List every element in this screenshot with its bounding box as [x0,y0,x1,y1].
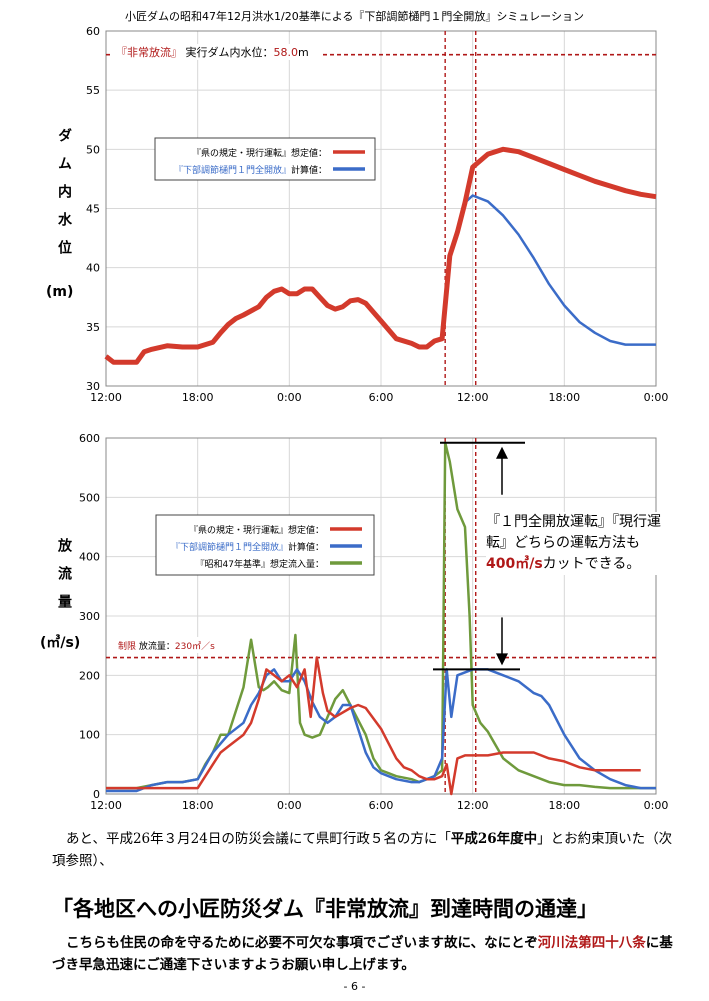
reference-label-unit: m [298,46,309,59]
cut-annotation-text-b: カットできる。 [542,556,641,572]
paragraph-1-a: あと、平成26年３月24日の防災会議にて県町行政５名の方に「 [66,831,451,847]
page-number: - 6 - [343,980,366,993]
legend-entry-suffix: 計算値： [291,164,327,176]
reference-label-bracket: 制限 [118,640,136,652]
plot-frame [105,30,657,387]
paragraph-2-b: に基づき早急迅速にご通達下さいますようお願い申し上げます。 [52,935,673,973]
x-tick-label: 0:00 [644,391,669,404]
cut-annotation-value: 400㎥/s [486,556,543,572]
legend-entry-label: 『県の規定・現行運転』想定値： [189,524,324,536]
x-tick-label: 18:00 [548,799,580,812]
series-line-2 [106,668,656,793]
legend-entry-name: 『下部調節樋門１門全開放』 [174,164,291,176]
annotation-arrow-up-head [496,446,508,459]
reference-label-bg [115,637,235,653]
legend-entry-suffix: 想定流入量： [270,558,324,570]
discharge-axis-label: 放流量 [56,538,72,622]
y-tick-label: 55 [86,84,100,97]
x-tick-label: 0:00 [277,391,302,404]
y-tick-label: 100 [79,729,100,742]
paragraph-2-a: こちらも住民の命を守るために必要不可欠な事項でございます故に、なにとぞ [66,935,538,951]
legend-entry-suffix: 計算値： [288,541,324,553]
legend-entry-suffix: 想定値： [288,524,324,536]
reference-label: 『非常放流』 実行ダム内水位：58.0m [116,45,309,59]
x-tick-label: 18:00 [182,391,214,404]
x-tick-label: 12:00 [90,799,122,812]
y-tick-label: 30 [86,380,100,393]
y-tick-label: 400 [79,551,100,564]
series-line-3 [106,441,656,790]
y-tick-label: 50 [86,143,100,156]
x-tick-label: 12:00 [457,799,489,812]
water-level-axis-label: ダム内水位 [56,128,72,268]
legend-entry-name: 『下部調節樋門１門全開放』 [171,541,288,553]
discharge-axis-unit: (㎥/s) [40,635,81,651]
legend-entry-name: 『県の規定・現行運転』 [189,524,288,536]
water-level-chart: 30 35 40 45 50 55 60 12:00 18:00 0:00 6:00 12:00 18:… [86,25,669,404]
reference-label-value: 230㎥／s [175,641,215,652]
y-tick-label: 0 [93,788,100,801]
x-tick-label: 0:00 [277,799,302,812]
paragraph-2-red: 河川法第四十八条 [537,935,646,951]
series-line-1 [104,146,657,365]
paragraph-2: こちらも住民の命を守るために必要不可欠な事項でございます故に、なにとぞ河川法第四… [52,932,682,976]
cut-annotation-text-a: どちらの運転方法も [514,535,640,551]
x-tick-label: 6:00 [369,799,394,812]
figure-title: 小匠ダムの昭和47年12月洪水1/20基準による『下部調節樋門１門全開放』シミュ… [125,10,584,23]
legend-entry-label: 『昭和47年基準』想定流入量： [196,558,324,570]
paragraph-1: あと、平成26年３月24日の防災会議にて県町行政５名の方に「平成26年度中」とお… [52,828,682,872]
reference-label-value: 58.0 [274,46,299,59]
legend-entry-label: 『県の規定・現行運転』想定値： [192,147,327,159]
legend-entry-label: 『下部調節樋門１門全開放』計算値： [171,541,324,553]
y-tick-label: 45 [86,203,100,216]
legend-entry-name: 『昭和47年基準』 [196,558,270,570]
cut-annotation: 『１門全開放運転』『現行運転』どちらの運転方法も 400㎥/sカットできる。 [486,512,661,575]
series-line-1 [106,656,641,796]
paragraph-1-bold: 平成26年度中 [450,831,538,847]
legend-box [154,137,376,181]
reference-label-text: 放流量： [136,640,175,652]
water-level-axis-unit: (m) [46,284,74,300]
section-heading: 「各地区への小匠防災ダム『非常放流』到達時間の通達」 [52,896,598,921]
legend-entry-suffix: 想定値： [291,147,327,159]
reference-label-bg [113,44,323,60]
plot-frame [105,437,657,795]
annotation-arrow-down-head [496,653,508,666]
y-tick-label: 600 [79,432,100,445]
x-tick-label: 18:00 [182,799,214,812]
x-tick-label: 6:00 [369,391,394,404]
y-tick-label: 35 [86,321,100,334]
y-tick-label: 300 [79,610,100,623]
legend-entry-label: 『下部調節樋門１門全開放』計算値： [174,164,327,176]
x-tick-label: 18:00 [548,391,580,404]
y-tick-label: 200 [79,669,100,682]
x-tick-label: 0:00 [644,799,669,812]
x-tick-label: 12:00 [90,391,122,404]
legend-entry-name: 『県の規定・現行運転』 [192,147,291,159]
discharge-chart: 0 100 200 300 400 500 600 12:00 18:00 0:00 6:00 12:… [79,432,669,812]
y-tick-label: 60 [86,25,100,38]
reference-label-text: 実行ダム内水位： [182,45,274,59]
y-tick-label: 500 [79,491,100,504]
cut-annotation-bracket: 『１門全開放運転』『現行運転』 [486,514,661,551]
paragraph-1-b: 」とお約束頂いた（次項参照）、 [52,831,673,869]
reference-label: 制限 放流量：230㎥／s [118,640,215,652]
reference-label-bracket: 『非常放流』 [116,45,182,59]
x-tick-label: 12:00 [457,391,489,404]
y-tick-label: 40 [86,262,100,275]
